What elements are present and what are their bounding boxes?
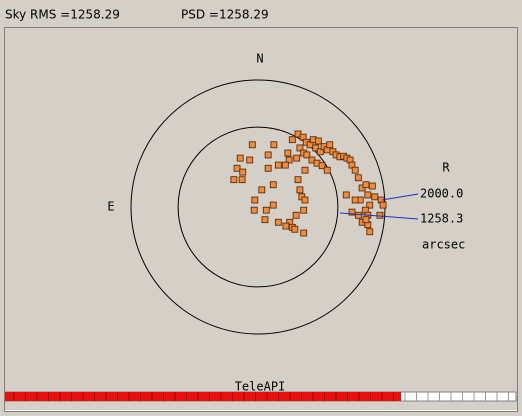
error-point [300, 229, 308, 237]
error-point [301, 166, 309, 174]
error-point [236, 154, 244, 162]
error-point [342, 191, 350, 199]
plot [130, 79, 387, 335]
ring-pointer [381, 193, 419, 201]
error-point [318, 162, 326, 170]
error-point [300, 206, 308, 214]
ring-label: 2000.0 [420, 187, 463, 201]
north-label: N [256, 52, 263, 66]
error-point [282, 222, 290, 230]
error-point [362, 216, 370, 224]
error-point [351, 196, 359, 204]
error-point [251, 196, 259, 204]
plot-panel [4, 27, 518, 412]
ring-label: 1258.3 [420, 212, 463, 226]
error-point [316, 148, 324, 156]
east-label: E [107, 200, 114, 214]
error-point [269, 181, 277, 189]
unit-label: arcsec [422, 238, 465, 252]
r-label: R [442, 161, 450, 175]
error-point [262, 206, 270, 214]
error-point [296, 186, 304, 194]
error-point [376, 211, 384, 219]
error-point [351, 166, 359, 174]
error-point [291, 225, 299, 233]
ring [177, 126, 339, 288]
error-point [261, 216, 269, 224]
error-point [379, 201, 387, 209]
error-point [284, 149, 292, 157]
error-point [354, 211, 362, 219]
error-point [296, 144, 304, 152]
error-point [292, 211, 300, 219]
error-point [233, 164, 241, 172]
error-point [368, 182, 376, 190]
error-point [354, 174, 362, 182]
error-point [371, 193, 379, 201]
error-point [366, 228, 374, 236]
error-point [264, 151, 272, 159]
error-point [239, 168, 247, 176]
error-point [312, 144, 320, 152]
error-point [264, 164, 272, 172]
error-point [270, 141, 278, 149]
error-point [301, 196, 309, 204]
psd: PSD =1258.29 [181, 8, 269, 22]
progress-fill [5, 392, 401, 401]
error-point [294, 176, 302, 184]
error-point [366, 201, 374, 209]
ring-pointer [339, 212, 419, 220]
error-point [364, 191, 372, 199]
progress-cells [13, 392, 509, 401]
error-point [269, 201, 277, 209]
error-point [250, 206, 258, 214]
error-point [326, 141, 334, 149]
error-point [293, 154, 301, 162]
error-point [246, 156, 254, 164]
error-point [274, 218, 282, 226]
error-point [281, 161, 289, 169]
error-point [248, 141, 256, 149]
error-point [274, 161, 282, 169]
error-point [285, 156, 293, 164]
sky-rms: Sky RMS =1258.29 [5, 8, 120, 22]
error-point [323, 166, 331, 174]
error-point [288, 136, 296, 144]
error-point [303, 151, 311, 159]
error-point [314, 137, 322, 145]
error-point [238, 176, 246, 184]
error-point [258, 186, 266, 194]
error-point [362, 181, 370, 189]
error-point [230, 176, 238, 184]
footer: TeleAPI [235, 380, 286, 394]
